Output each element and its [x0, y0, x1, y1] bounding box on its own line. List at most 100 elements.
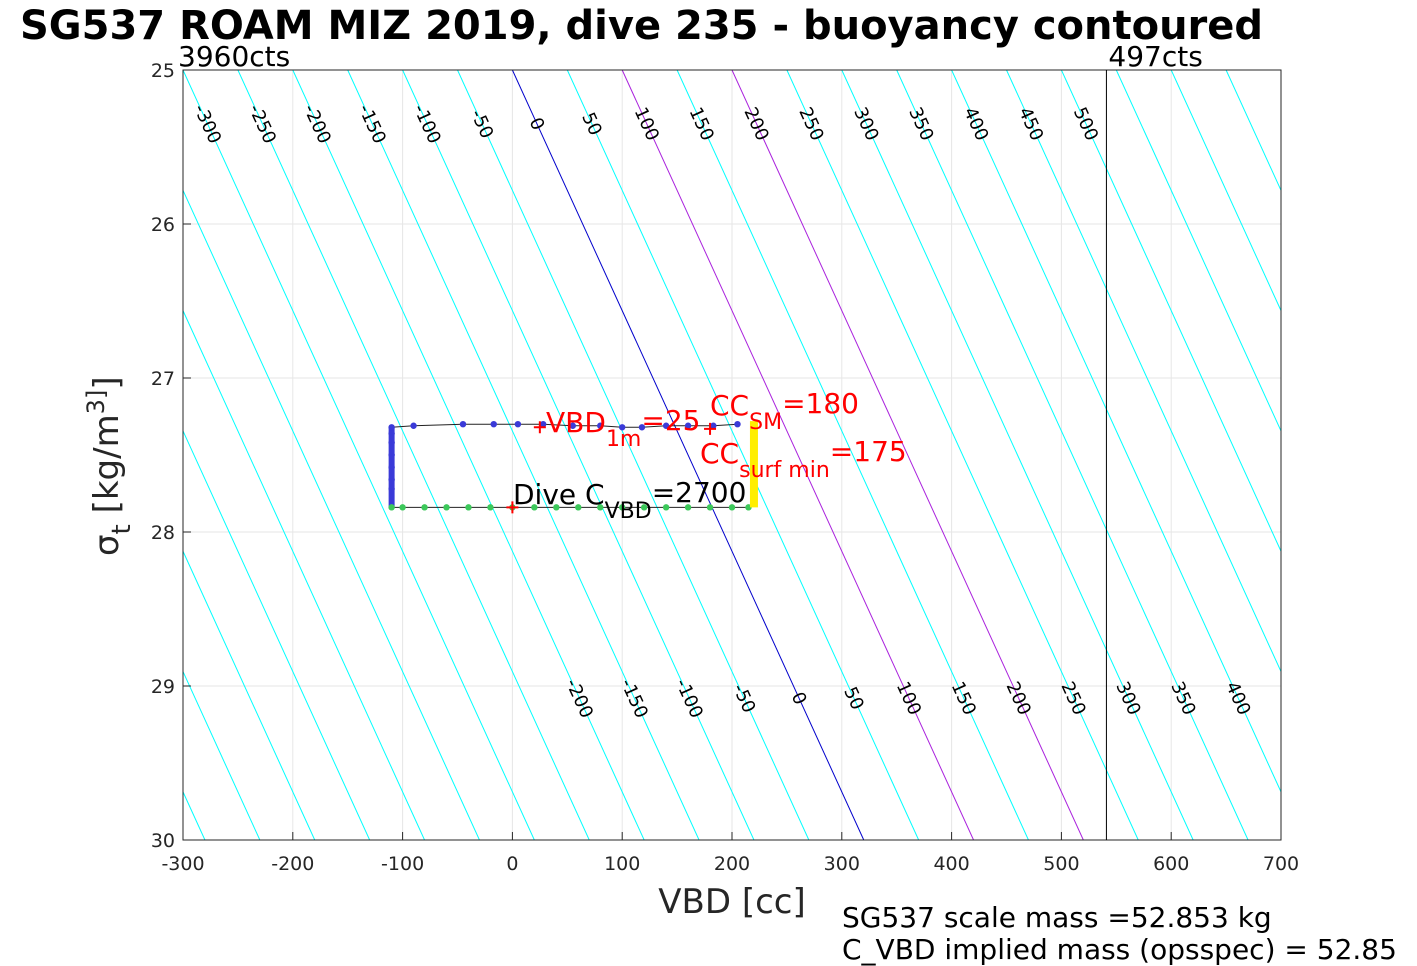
cross-marker — [704, 422, 717, 435]
annotation-label: CCsurf min=175 — [700, 435, 907, 483]
data-point — [569, 422, 576, 429]
x-tick-label: 400 — [933, 853, 969, 875]
data-point — [490, 421, 497, 428]
contour-line — [402, 70, 755, 840]
annotation-main: CC — [710, 389, 749, 422]
data-point — [514, 421, 522, 428]
annotation-main: VBD — [546, 406, 606, 439]
annotation-value: =175 — [830, 435, 907, 468]
data-point — [388, 464, 395, 471]
contour-line — [841, 70, 1194, 840]
series-connector — [391, 423, 738, 428]
contour-line — [183, 670, 261, 840]
contour-line — [457, 70, 810, 840]
contour-line — [1006, 70, 1281, 673]
contour-line — [1336, 70, 1417, 840]
y-tick-label: 25 — [151, 60, 175, 82]
contour-line — [786, 70, 1139, 840]
annotation-value: =25 — [641, 404, 700, 437]
y-axis-label: σt [kg/m3]] — [82, 376, 137, 556]
count-marker-label: 3960cts — [178, 40, 290, 73]
y-label-sigma: σ — [87, 534, 127, 556]
y-tick-label: 30 — [151, 830, 175, 852]
data-point — [619, 424, 626, 431]
contour-line — [292, 70, 645, 840]
annotation-subscript: 1m — [606, 427, 641, 452]
data-point — [459, 421, 467, 428]
data-point — [388, 485, 395, 493]
data-point — [539, 421, 547, 428]
contour-line — [1060, 70, 1281, 553]
data-point — [388, 451, 395, 459]
contour-line — [1115, 70, 1281, 433]
annotation-subscript: SM — [749, 410, 782, 435]
data-point — [487, 504, 494, 511]
data-point — [684, 504, 692, 511]
y-label-unit: [kg/m — [87, 414, 127, 524]
y-label-close: ] — [87, 376, 127, 389]
contour-line — [1280, 70, 1281, 72]
data-point — [734, 421, 741, 428]
y-label-sub: t — [107, 524, 137, 534]
contour-line — [183, 309, 426, 840]
data-point — [619, 504, 626, 511]
y-tick-label: 29 — [151, 676, 175, 698]
contour-line — [183, 429, 371, 840]
data-point — [443, 504, 450, 511]
contour-line — [183, 189, 480, 840]
data-point — [597, 504, 604, 511]
y-tick-label: 28 — [151, 522, 175, 544]
data-point — [662, 422, 670, 429]
annotation-main: CC — [700, 437, 739, 470]
data-point — [597, 422, 604, 429]
data-point — [531, 504, 538, 511]
contour-line — [896, 70, 1249, 840]
annotation-label: Dive CVBD=2700 — [513, 476, 746, 524]
data-point — [421, 504, 428, 511]
data-series — [388, 421, 758, 514]
x-tick-label: -300 — [161, 853, 204, 875]
axes: 3960cts 497cts -300 -200 -100 0 100 200 300 400 50… — [82, 40, 1299, 922]
cross-marker — [506, 501, 519, 514]
y-label-sup: 3] — [82, 390, 110, 415]
data-point — [399, 504, 406, 511]
data-point — [684, 422, 692, 429]
contour-line — [183, 70, 535, 840]
contour-line — [676, 70, 1029, 840]
data-point — [388, 504, 395, 511]
data-point — [388, 430, 395, 437]
x-tick-label: 700 — [1263, 853, 1299, 875]
annotation-value: =180 — [782, 387, 859, 420]
buoyancy-chart: -300 -250 -200 -150 -100 -50 0 50 100 150 200 250 30… — [82, 40, 1417, 922]
x-tick-label: -100 — [381, 853, 424, 875]
data-point — [706, 504, 714, 511]
implied-mass-note: C_VBD implied mass (opsspec) = 52.85 — [842, 933, 1397, 966]
contour-line — [1391, 70, 1417, 840]
chart-title: SG537 ROAM MIZ 2019, dive 235 - buoyancy… — [20, 3, 1264, 49]
annotation-subscript: VBD — [605, 499, 652, 524]
contour-line — [237, 70, 590, 840]
x-tick-label: 200 — [714, 853, 750, 875]
contour-line — [1170, 70, 1281, 312]
data-point — [388, 439, 395, 446]
annotation-main: Dive C — [513, 478, 605, 511]
x-tick-label: 600 — [1153, 853, 1189, 875]
x-tick-label: 100 — [604, 853, 640, 875]
annotation-value: =2700 — [652, 476, 747, 509]
contour-line — [951, 70, 1281, 794]
annotation-subscript: surf min — [739, 458, 830, 483]
y-tick-label: 26 — [151, 214, 175, 236]
data-point — [410, 422, 417, 429]
data-point — [388, 476, 395, 483]
data-point — [388, 424, 395, 431]
contour-lines — [183, 70, 1417, 840]
x-tick-label: -200 — [271, 853, 314, 875]
annotation-label: VBD1m=25 — [546, 404, 700, 452]
contour-line — [347, 70, 700, 840]
contour-line — [566, 70, 920, 840]
count-marker-label: 497cts — [1108, 40, 1202, 73]
contour-line — [183, 550, 316, 840]
x-tick-label: 300 — [824, 853, 860, 875]
data-point — [638, 424, 646, 431]
